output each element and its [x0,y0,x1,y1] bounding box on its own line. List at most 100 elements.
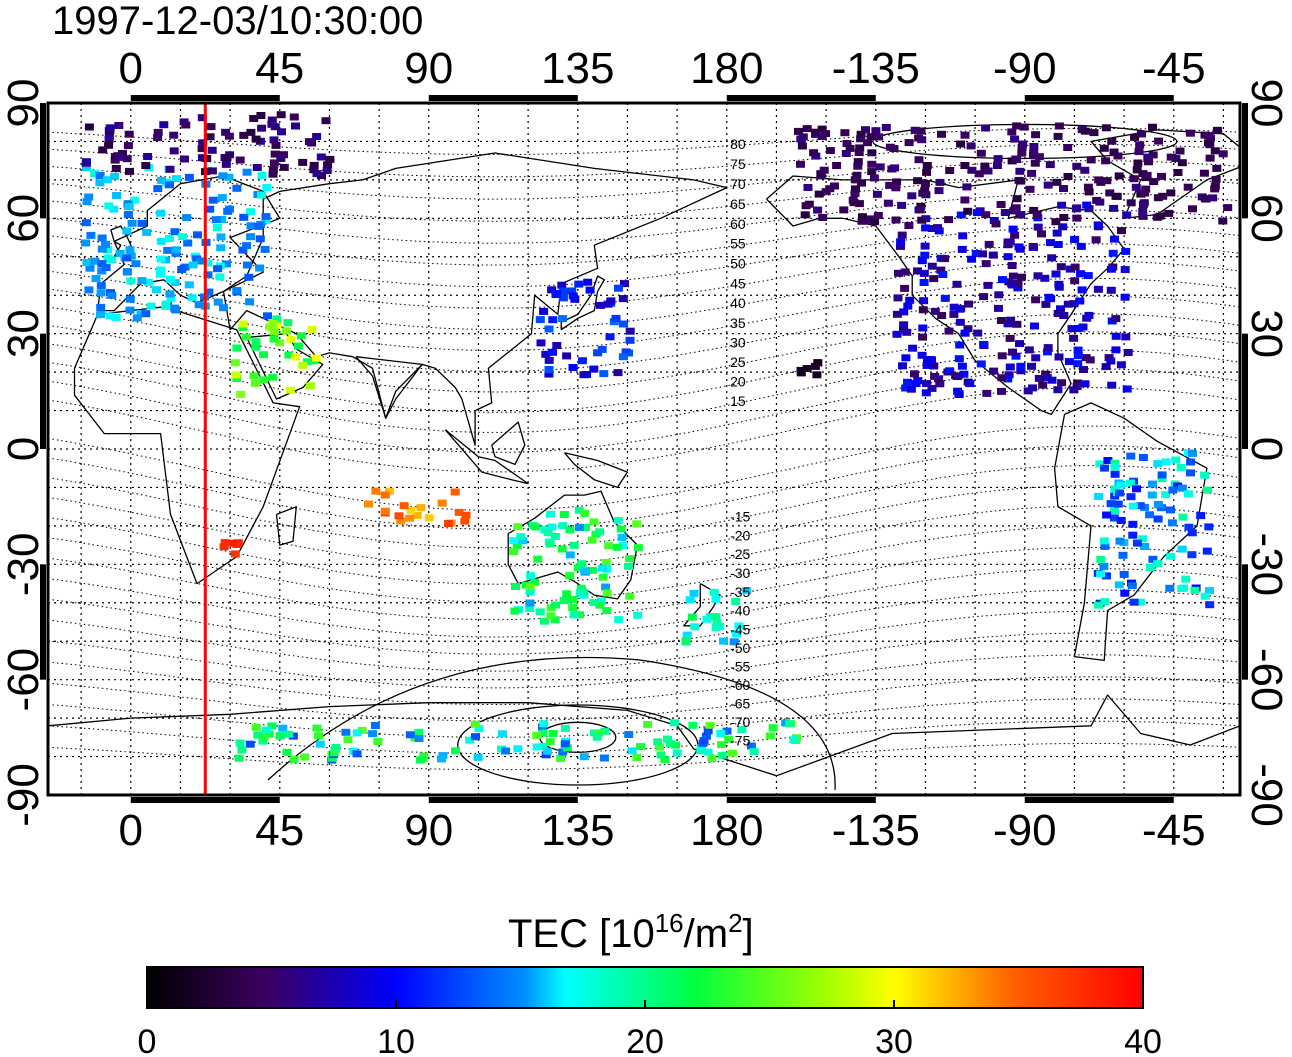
tec-cell [579,371,589,379]
tec-cell [169,147,179,155]
tec-cell [742,587,752,595]
frame-bar-right [1242,103,1248,219]
tec-cell [891,184,901,192]
tec-cell [663,735,672,743]
new-zealand-coast [683,583,721,627]
tec-cell [235,156,245,164]
tec-cell [614,284,623,292]
colorbar-tick-label: 40 [1124,1023,1162,1057]
tec-cell [518,537,528,545]
tec-cell [1128,502,1138,510]
tec-cell [1166,506,1175,514]
contour-line [48,193,1240,244]
tec-cell [802,365,812,372]
tec-cell [935,380,945,388]
tec-cell [922,361,932,369]
contour-line [48,445,1240,530]
tec-cell [1187,529,1197,537]
tec-cell [1210,182,1220,190]
tec-cell [874,133,884,141]
tec-cell [122,268,132,276]
tec-cell [702,615,712,623]
tec-cell [1167,519,1177,527]
tec-cell [1075,297,1085,305]
tec-cell [293,342,303,350]
tec-cell [1142,171,1152,179]
tec-cell [997,374,1007,382]
tec-cell [548,730,558,737]
tec-cell [560,724,570,732]
tec-cell [224,132,234,140]
tec-cell [1143,153,1153,161]
tec-cell [1145,564,1155,571]
tec-cell [424,514,434,522]
tec-cell [232,541,242,548]
tec-cell [525,599,535,607]
tec-cell [711,613,721,621]
tec-cell [1203,486,1212,494]
tec-cell [861,126,870,134]
tec-cell [814,190,824,198]
tec-cell [257,171,267,179]
tec-cell [922,162,932,169]
tec-cell [681,637,691,645]
tec-cell [380,491,390,499]
tec-cell [110,172,120,180]
tec-cell [636,743,646,751]
tec-cell [272,315,282,323]
tec-cell [384,487,394,495]
tec-cell [768,724,778,732]
tec-cell [1053,386,1063,394]
contour-line [48,465,1240,549]
tec-cell [257,124,267,132]
tec-cell [643,720,653,728]
tec-cell [253,731,263,739]
tec-cell [1205,154,1215,162]
tec-cell [132,314,142,322]
tec-cell [1030,159,1040,167]
tec-cell [1105,189,1115,197]
tec-cell [118,150,127,157]
tec-cell [341,728,351,736]
tec-cell [945,167,955,174]
tec-cell [972,209,982,217]
longitude-tick-label: 135 [541,44,614,93]
tec-cell [1038,381,1048,389]
tec-cell [897,201,907,209]
tec-cell [703,727,713,735]
longitude-tick-label: -135 [832,44,920,93]
tec-cell [219,304,228,312]
tec-cell [1111,315,1121,323]
tec-cell [856,135,866,143]
tec-cell [1096,570,1106,578]
tec-cell [104,133,114,140]
tec-cell [291,122,300,130]
contour-line [48,368,1240,453]
tec-cell [953,373,963,380]
tec-cell [510,607,520,615]
tec-cell [1188,205,1197,213]
tec-cell [1064,358,1074,366]
tec-cell [222,154,232,162]
tec-cell [1010,135,1020,143]
tec-cell [370,722,380,729]
tec-cell [1045,161,1055,169]
tec-cell [1164,209,1174,217]
tec-cell [1165,584,1175,592]
tec-cell [971,250,981,257]
longitude-tick-label: 180 [690,806,763,855]
tec-cell [593,349,603,357]
tec-cell [1079,366,1088,373]
tec-cell [1058,223,1068,231]
tec-cell [260,245,270,253]
tec-cell [257,191,266,199]
tec-cell [104,141,114,149]
frame-bar-right [1242,564,1248,680]
contour-label: -75 [730,733,750,749]
tec-cell [126,252,136,260]
tec-cell [512,542,522,550]
contour-label: -35 [730,584,750,600]
contour-label: -65 [730,696,750,712]
tec-cell [170,228,180,236]
tec-cell [599,754,609,762]
